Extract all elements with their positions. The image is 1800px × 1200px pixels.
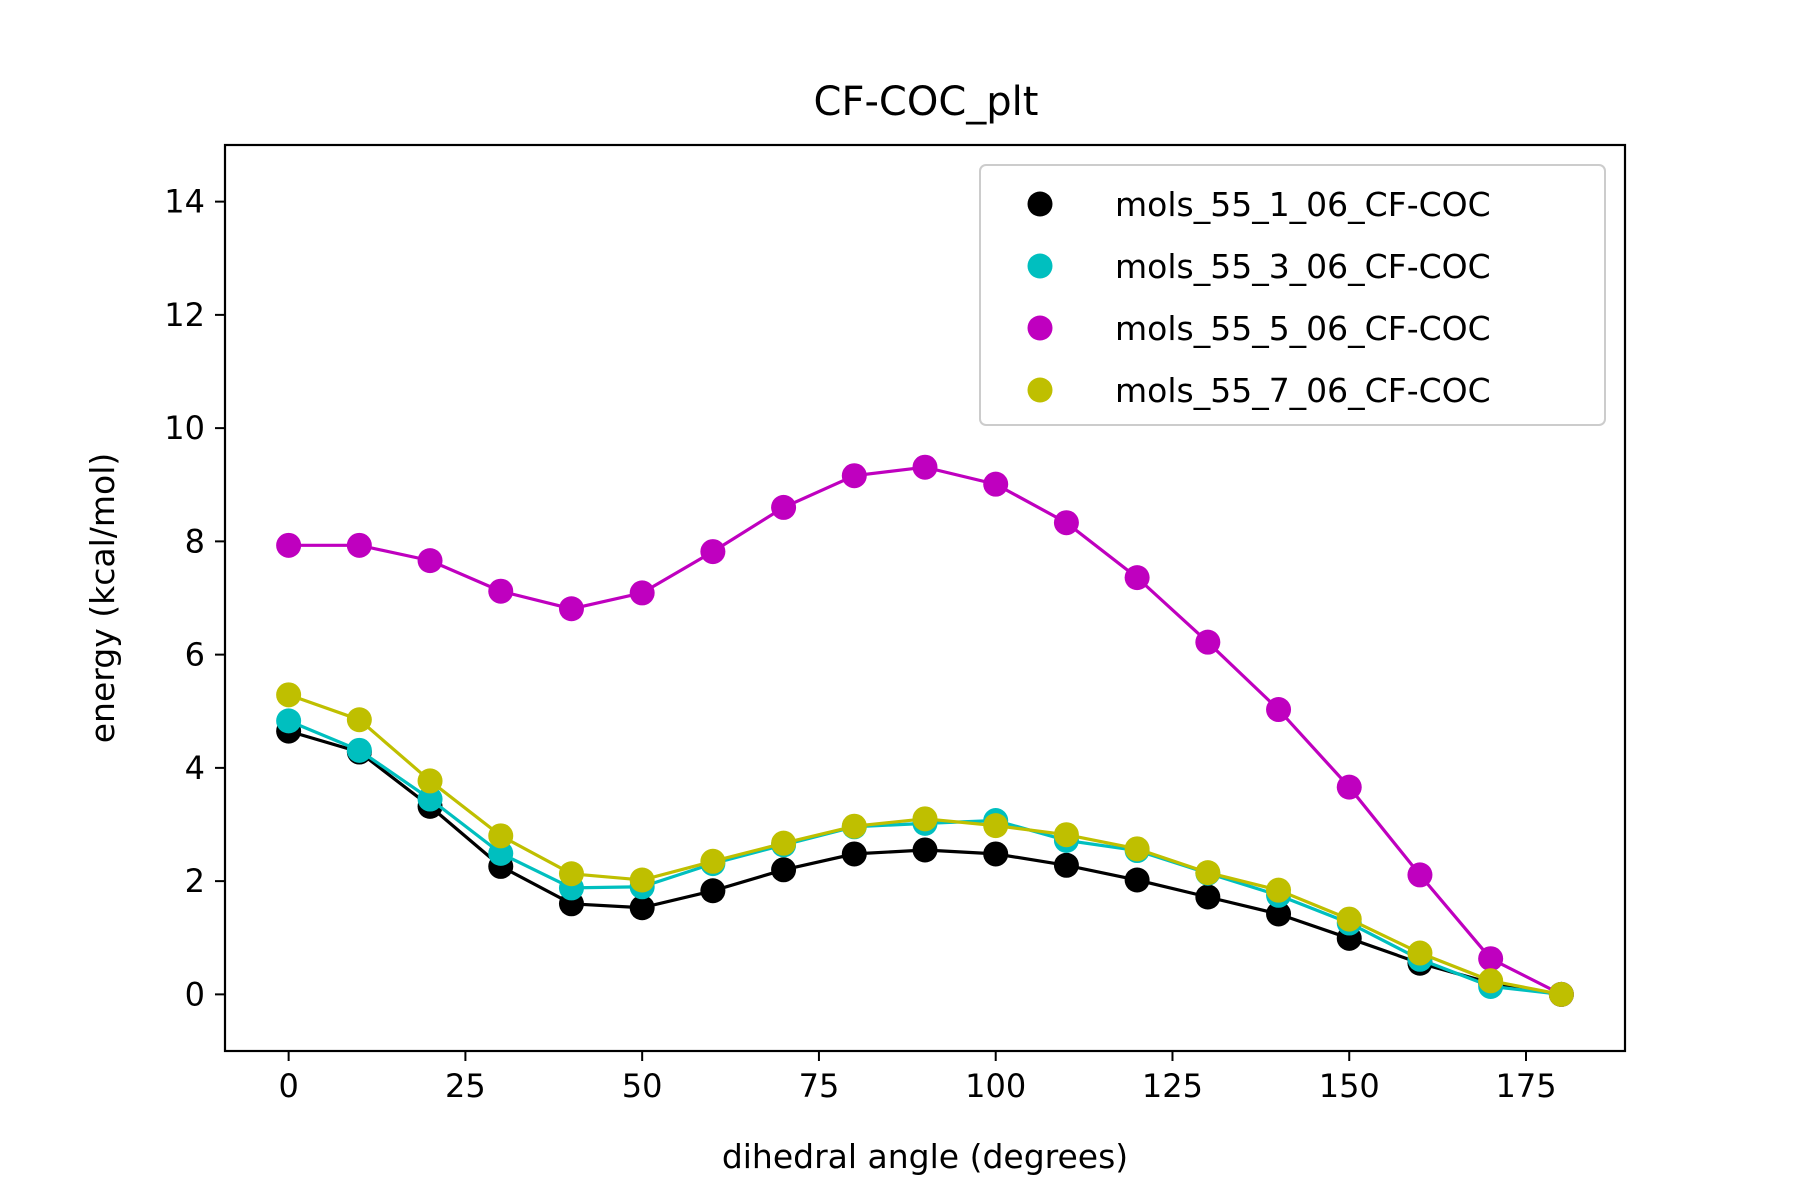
data-point bbox=[488, 840, 514, 866]
plot-area bbox=[276, 454, 1574, 1007]
plot-frame bbox=[223, 143, 1627, 1053]
legend-label: mols_55_1_06_CF-COC bbox=[1115, 185, 1491, 224]
data-point bbox=[276, 532, 302, 558]
x-tick-label: 175 bbox=[1495, 1067, 1556, 1105]
data-point bbox=[346, 737, 372, 763]
data-point bbox=[1478, 968, 1504, 994]
data-point bbox=[417, 768, 443, 794]
data-point bbox=[1407, 862, 1433, 888]
data-point bbox=[912, 806, 938, 832]
data-point bbox=[1266, 697, 1292, 723]
x-tick-label: 100 bbox=[965, 1067, 1026, 1105]
data-point bbox=[629, 895, 655, 921]
data-point bbox=[841, 813, 867, 839]
data-point bbox=[558, 861, 584, 887]
data-point bbox=[1336, 906, 1362, 932]
y-tick-label: 0 bbox=[185, 975, 205, 1013]
data-point bbox=[1053, 510, 1079, 536]
x-tick-label: 50 bbox=[622, 1067, 663, 1105]
data-point bbox=[983, 813, 1009, 839]
y-tick-label: 8 bbox=[185, 522, 205, 560]
legend-box bbox=[979, 164, 1606, 426]
data-point bbox=[983, 471, 1009, 497]
data-point bbox=[700, 848, 726, 874]
y-tick-label: 4 bbox=[185, 749, 205, 787]
data-point bbox=[1195, 860, 1221, 886]
data-point bbox=[1478, 946, 1504, 972]
data-point bbox=[700, 539, 726, 565]
data-point bbox=[1195, 884, 1221, 910]
data-point bbox=[1124, 836, 1150, 862]
legend-marker bbox=[1027, 315, 1053, 341]
data-point bbox=[1266, 877, 1292, 903]
x-tick-label: 125 bbox=[1142, 1067, 1203, 1105]
legend-marker bbox=[1027, 191, 1053, 217]
y-tick-label: 10 bbox=[164, 409, 205, 447]
data-point bbox=[346, 707, 372, 733]
data-point bbox=[629, 580, 655, 606]
x-tick-label: 150 bbox=[1319, 1067, 1380, 1105]
data-point bbox=[771, 830, 797, 856]
data-point bbox=[1266, 901, 1292, 927]
data-point bbox=[841, 841, 867, 867]
data-point bbox=[841, 463, 867, 489]
y-tick-label: 12 bbox=[164, 296, 205, 334]
data-point bbox=[983, 841, 1009, 867]
x-tick-label: 0 bbox=[278, 1067, 298, 1105]
legend: mols_55_1_06_CF-COC mols_55_3_06_CF-COCmo… bbox=[979, 164, 1606, 426]
data-point bbox=[1124, 867, 1150, 893]
legend-label: mols_55_3_06_CF-COC bbox=[1115, 247, 1491, 286]
legend-marker bbox=[1027, 253, 1053, 279]
series-mols_55_7_06_CF-COC bbox=[276, 682, 1574, 1007]
data-point bbox=[912, 837, 938, 863]
data-point bbox=[417, 786, 443, 812]
x-axis: 0 25 50 75 100 125 150 175 bbox=[278, 1051, 1557, 1105]
data-point bbox=[1053, 822, 1079, 848]
data-point bbox=[346, 532, 372, 558]
data-point bbox=[558, 596, 584, 622]
data-point bbox=[1195, 629, 1221, 655]
y-tick-label: 14 bbox=[164, 183, 205, 221]
data-point bbox=[417, 548, 443, 574]
data-point bbox=[1053, 852, 1079, 878]
legend-marker bbox=[1027, 377, 1053, 403]
data-point bbox=[488, 578, 514, 604]
data-point bbox=[1407, 940, 1433, 966]
x-tick-label: 75 bbox=[799, 1067, 840, 1105]
data-point bbox=[276, 708, 302, 734]
legend-label: mols_55_7_06_CF-COC bbox=[1115, 371, 1491, 410]
y-axis: 0 2 4 6 8 10 12 14 bbox=[164, 183, 225, 1013]
data-point bbox=[488, 823, 514, 849]
y-axis-label: energy (kcal/mol) bbox=[83, 453, 122, 744]
x-axis-label: dihedral angle (degrees) bbox=[722, 1137, 1128, 1176]
x-tick-label: 25 bbox=[445, 1067, 486, 1105]
series-mols_55_5_06_CF-COC bbox=[276, 454, 1574, 1007]
data-point bbox=[1548, 981, 1574, 1007]
data-point bbox=[1336, 774, 1362, 800]
chart-title: CF-COC_plt bbox=[814, 79, 1039, 125]
y-tick-label: 6 bbox=[185, 636, 205, 674]
data-point bbox=[700, 878, 726, 904]
y-tick-label: 2 bbox=[185, 862, 205, 900]
data-point bbox=[1124, 565, 1150, 591]
data-point bbox=[771, 857, 797, 883]
data-point bbox=[276, 682, 302, 708]
data-point bbox=[912, 454, 938, 480]
data-point bbox=[629, 867, 655, 893]
data-point bbox=[771, 494, 797, 520]
legend-label: mols_55_5_06_CF-COC bbox=[1115, 309, 1491, 348]
